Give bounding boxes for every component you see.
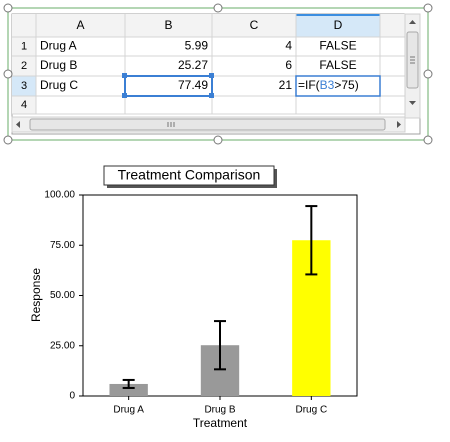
cell[interactable]: FALSE (319, 39, 356, 53)
chart-title: Treatment Comparison (118, 167, 261, 183)
cell[interactable]: Drug B (40, 58, 77, 72)
y-tick-label: 75.00 (50, 240, 75, 251)
cell[interactable]: 5.99 (185, 39, 209, 53)
y-tick-label: 25.00 (50, 340, 75, 351)
cell[interactable]: 25.27 (178, 58, 208, 72)
active-column-header (296, 14, 380, 37)
error-bar (214, 320, 226, 371)
formula-text: >75) (334, 78, 358, 92)
y-tick-label: 50.00 (50, 290, 75, 301)
selection-handles (122, 73, 214, 98)
column-header: D (334, 18, 343, 32)
editing-cell[interactable] (295, 75, 381, 97)
y-tick-label: 0 (69, 391, 75, 402)
formula: =IF(B3>75) (298, 78, 359, 92)
column-header: B (164, 18, 172, 32)
cell[interactable]: 77.49 (178, 78, 208, 92)
y-tick-label: 100.00 (44, 190, 75, 201)
scroll-down-arrow[interactable] (409, 101, 416, 105)
row-header: 4 (21, 99, 27, 111)
cell[interactable]: 4 (285, 39, 292, 53)
x-tick-label: Drug B (204, 405, 235, 416)
error-bar (305, 205, 318, 276)
cell[interactable]: Drug C (40, 78, 78, 92)
row-header: 3 (21, 80, 27, 92)
x-tick-label: Drug A (113, 405, 144, 416)
cell[interactable]: Drug A (40, 39, 77, 53)
cell[interactable]: 21 (279, 78, 293, 92)
bar (109, 383, 148, 396)
cell[interactable]: 6 (285, 58, 292, 72)
row-header: 1 (21, 40, 27, 52)
column-header: A (76, 18, 84, 32)
x-axis-label: Treatment (193, 416, 248, 430)
active-row-header (12, 76, 36, 96)
cell-reference: B3 (320, 78, 335, 92)
grip (410, 56, 415, 64)
grip (167, 122, 175, 127)
cell[interactable]: FALSE (319, 58, 356, 72)
row-header: 2 (21, 60, 27, 72)
scroll-up-arrow[interactable] (409, 20, 416, 24)
column-header: C (250, 18, 259, 32)
object-handles (3, 3, 433, 145)
title-box (103, 165, 275, 186)
x-tick-label: Drug C (295, 405, 327, 416)
y-axis-label: Response (29, 268, 43, 322)
formula-text: =IF( (298, 78, 320, 92)
horizontal-scroll-thumb[interactable] (29, 118, 386, 131)
scroll-left-arrow[interactable] (16, 121, 20, 128)
scroll-right-arrow[interactable] (397, 121, 401, 128)
error-bar (122, 378, 135, 389)
selected-cell[interactable] (124, 75, 213, 97)
